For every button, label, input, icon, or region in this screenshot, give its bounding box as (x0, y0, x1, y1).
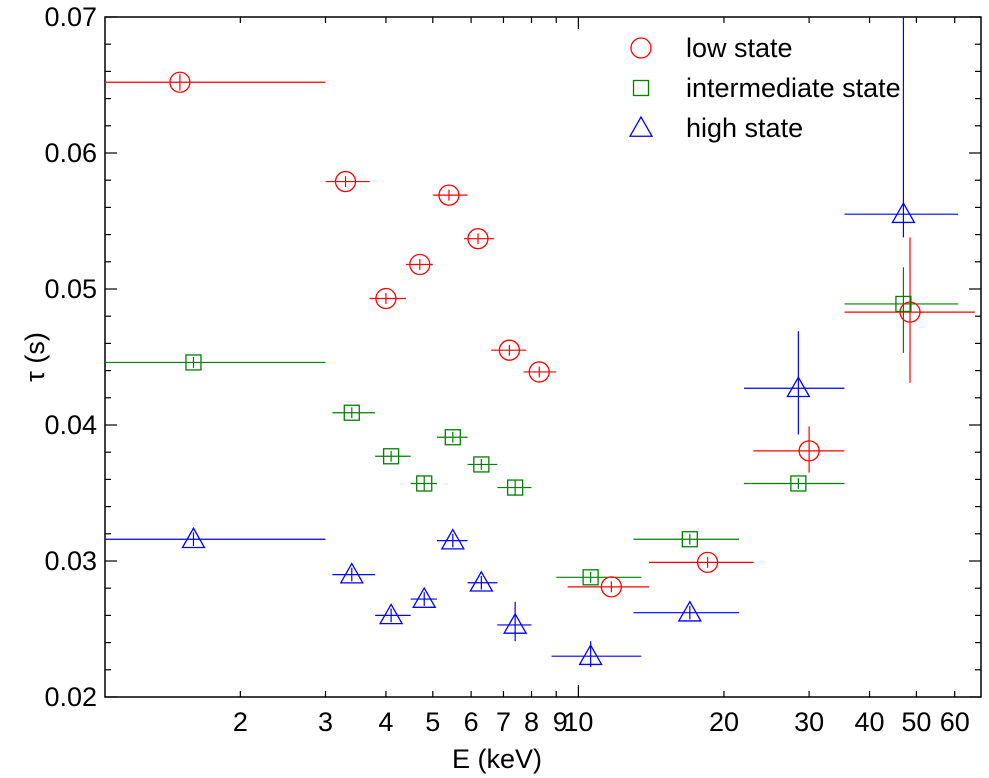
x-tick-label: 8 (524, 707, 539, 737)
data-point-triangle (339, 562, 364, 584)
data-point-square (681, 531, 698, 548)
x-tick-label: 60 (940, 707, 970, 737)
data-point-circle (696, 551, 719, 574)
data-point-square (790, 475, 807, 492)
x-tick-label: 50 (901, 707, 931, 737)
data-point-square (382, 448, 400, 465)
legend: low state intermediate state high state (628, 33, 901, 143)
data-point-triangle (440, 528, 465, 550)
data-point-triangle (412, 586, 437, 608)
data-point-circle (798, 440, 820, 462)
legend-label: intermediate state (686, 73, 901, 103)
data-point-circle (438, 184, 460, 206)
data-point-triangle (578, 643, 603, 666)
y-tick-label: 0.04 (44, 410, 97, 440)
data-point-triangle (786, 375, 811, 398)
x-tick-label: 10 (563, 707, 593, 737)
data-point-square (444, 429, 461, 446)
data-point-square (343, 404, 360, 421)
x-tick-label: 9 (553, 707, 568, 737)
y-tick-label: 0.07 (44, 2, 97, 32)
axis-ticks: 2 3 4 5 6 7 8 910 20 30 40 50 60 0.02 0.03 0.04 0.05 0.06… (44, 2, 981, 737)
x-tick-label: 7 (496, 707, 511, 737)
y-tick-label: 0.03 (44, 546, 97, 576)
data-point-square (506, 479, 524, 496)
data-point-circle (409, 253, 431, 276)
data-point-triangle (891, 201, 916, 224)
data-point-square (582, 569, 599, 586)
x-tick-label: 2 (233, 707, 248, 737)
x-tick-label: 20 (709, 707, 739, 737)
legend-label: high state (686, 113, 803, 143)
error-bars (105, 17, 975, 668)
data-point-circle (899, 301, 921, 323)
data-point-square (416, 475, 433, 492)
data-point-circle (334, 170, 357, 193)
data-point-square (895, 295, 912, 313)
plot-frame (104, 16, 982, 698)
data-point-triangle (503, 612, 528, 634)
x-tick-label: 40 (855, 707, 885, 737)
data-point-triangle (677, 600, 702, 622)
legend-marker-circle (630, 37, 652, 59)
data-point-triangle (469, 570, 494, 592)
x-tick-label: 30 (794, 707, 824, 737)
data-point-circle (528, 361, 550, 383)
y-tick-label: 0.02 (44, 682, 97, 712)
data-point-circle (375, 287, 397, 310)
y-tick-label: 0.05 (44, 274, 97, 304)
data-point-triangle (181, 526, 206, 549)
x-tick-label: 4 (378, 707, 393, 737)
x-tick-label: 5 (425, 707, 440, 737)
x-axis-title: E (keV) (452, 744, 542, 774)
legend-label: low state (686, 33, 793, 63)
y-axis-title: τ (s) (20, 332, 50, 382)
data-markers (169, 71, 921, 666)
data-point-circle (600, 576, 623, 598)
data-point-circle (169, 71, 191, 93)
data-point-square (185, 354, 202, 371)
data-point-circle (498, 339, 521, 361)
data-point-triangle (378, 603, 404, 625)
x-tick-label: 3 (318, 707, 333, 737)
legend-marker-triangle (628, 115, 654, 137)
x-tick-label: 6 (464, 707, 479, 737)
y-tick-label: 0.06 (44, 138, 97, 168)
legend-marker-square (632, 79, 650, 97)
data-point-square (473, 456, 490, 473)
data-point-circle (467, 228, 489, 250)
